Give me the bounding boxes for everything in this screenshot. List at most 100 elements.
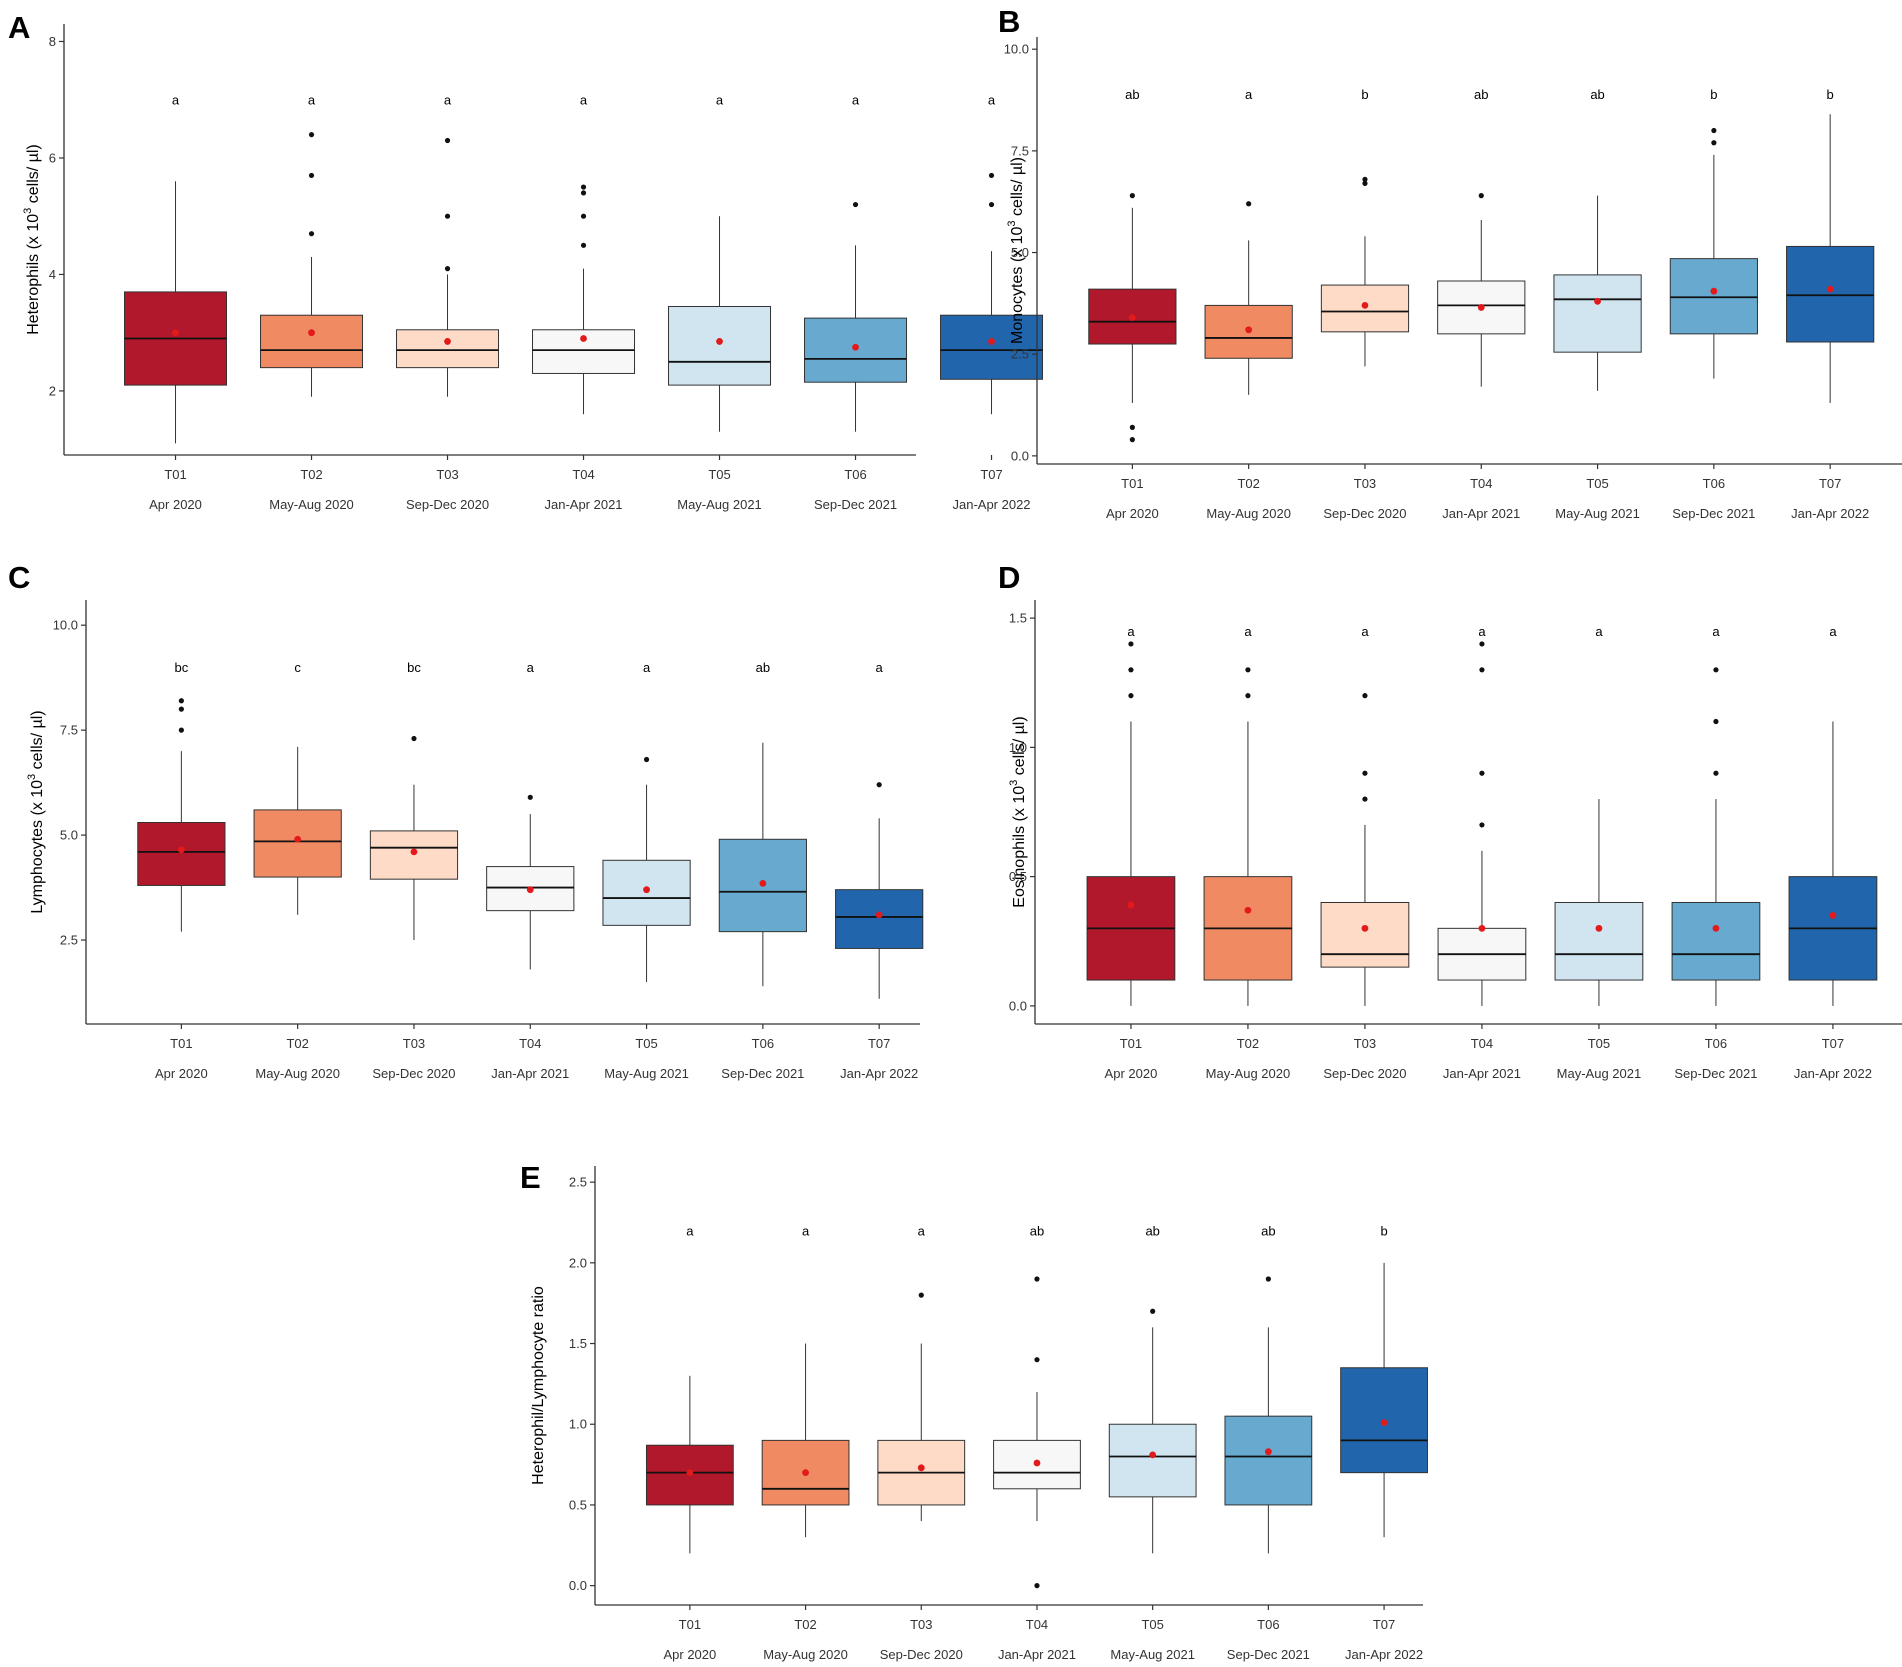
- box-t07: b T07 Jan-Apr 2022: [1340, 1224, 1428, 1662]
- y-tick-label: 10.0: [1004, 42, 1029, 57]
- mean-point: [852, 343, 859, 351]
- y-tick-label: 0.5: [569, 1497, 587, 1512]
- panel-d: D 0.0 0.5 1.0 1.5 Eosinophils (x 103 cells/ µ…: [998, 560, 1902, 1081]
- box-t01: a T01 Apr 2020: [124, 93, 228, 512]
- mean-point: [643, 886, 650, 894]
- outlier-point: [876, 782, 882, 788]
- significance-letter: a: [686, 1224, 694, 1239]
- x-tick-label: T02: [300, 467, 322, 482]
- y-tick-label: 2.5: [1011, 347, 1029, 362]
- iqr-box: [1320, 901, 1410, 968]
- x-tick-label: T01: [1121, 476, 1143, 491]
- y-tick-label: 10.0: [53, 618, 78, 633]
- x-period-label: May-Aug 2020: [255, 1066, 340, 1081]
- iqr-box: [253, 809, 342, 878]
- significance-letter: b: [1380, 1224, 1387, 1239]
- x-period-label: May-Aug 2021: [677, 497, 762, 512]
- x-period-label: Sep-Dec 2021: [1227, 1647, 1310, 1662]
- box-t06: ab T06 Sep-Dec 2021: [1224, 1224, 1313, 1662]
- mean-point: [1710, 287, 1718, 295]
- box-t03: bc T03 Sep-Dec 2020: [369, 660, 459, 1081]
- outlier-point: [852, 201, 859, 208]
- x-period-label: Jan-Apr 2021: [1442, 506, 1520, 521]
- mean-point: [802, 1469, 809, 1477]
- significance-letter: a: [852, 93, 860, 108]
- box-t07: a T07 Jan-Apr 2022: [940, 93, 1044, 512]
- significance-letter: a: [308, 93, 316, 108]
- significance-letter: ab: [1145, 1224, 1159, 1239]
- outlier-point: [1713, 718, 1719, 725]
- outlier-point: [988, 172, 995, 179]
- x-period-label: May-Aug 2020: [1206, 1066, 1291, 1081]
- outlier-point: [1129, 437, 1135, 443]
- mean-point: [177, 846, 185, 854]
- outlier-point: [411, 735, 417, 742]
- box-t06: b T06 Sep-Dec 2021: [1669, 87, 1758, 521]
- y-axis-title-superscript: 3: [22, 208, 34, 214]
- mean-point: [1477, 304, 1485, 311]
- outlier-point: [988, 201, 995, 208]
- x-period-label: May-Aug 2020: [763, 1647, 848, 1662]
- box-t01: ab T01 Apr 2020: [1088, 87, 1177, 521]
- x-tick-label: T07: [868, 1036, 890, 1051]
- significance-letter: bc: [174, 660, 188, 675]
- x-tick-label: T03: [1354, 1036, 1376, 1051]
- outlier-point: [580, 242, 587, 248]
- mean-point: [580, 335, 587, 342]
- significance-letter: ab: [1030, 1224, 1044, 1239]
- significance-letter: a: [1595, 624, 1603, 639]
- box-t02: a T02 May-Aug 2020: [1204, 87, 1293, 521]
- significance-letter: a: [1829, 624, 1837, 639]
- y-tick-label: 2: [49, 383, 56, 398]
- mean-point: [716, 338, 723, 345]
- x-period-label: Sep-Dec 2020: [1323, 506, 1406, 521]
- significance-letter: b: [1827, 87, 1834, 102]
- x-period-label: Jan-Apr 2022: [840, 1066, 918, 1081]
- box-t05: a T05 May-Aug 2021: [668, 93, 772, 512]
- significance-letter: ab: [1125, 87, 1139, 102]
- y-tick-label: 2.0: [569, 1255, 587, 1270]
- x-period-label: Jan-Apr 2021: [491, 1066, 569, 1081]
- x-tick-label: T06: [1703, 476, 1725, 491]
- y-axis-title: Monocytes (x 103 cells/ µl): [1006, 157, 1026, 344]
- x-tick-label: T02: [794, 1617, 816, 1632]
- y-tick-label: 0.0: [569, 1578, 587, 1593]
- outlier-point: [308, 172, 315, 179]
- x-tick-label: T01: [170, 1036, 192, 1051]
- y-axis-title-units: cells/ µl): [25, 144, 42, 207]
- significance-letter: ab: [1474, 87, 1488, 102]
- outlier-point: [1362, 176, 1368, 182]
- mean-point: [1128, 314, 1136, 321]
- iqr-box: [1554, 901, 1644, 981]
- outlier-point: [308, 132, 315, 138]
- panel-label: E: [520, 1160, 541, 1195]
- outlier-point: [1034, 1276, 1040, 1282]
- outlier-point: [580, 184, 587, 190]
- iqr-box: [260, 314, 364, 369]
- x-period-label: Apr 2020: [663, 1647, 716, 1662]
- mean-point: [526, 886, 534, 894]
- outlier-point: [308, 231, 315, 237]
- box-t07: a T07 Jan-Apr 2022: [835, 660, 924, 1081]
- box-t05: a T05 May-Aug 2021: [602, 660, 691, 1081]
- outlier-point: [527, 794, 533, 800]
- outlier-point: [1479, 770, 1485, 776]
- outlier-point: [580, 190, 587, 196]
- significance-letter: a: [1361, 624, 1369, 639]
- panel-c: C 2.5 5.0 7.5 10.0 Lymphocytes (x 103 cells/ …: [8, 560, 924, 1081]
- x-period-label: Sep-Dec 2021: [721, 1066, 804, 1081]
- panel-label: A: [8, 10, 30, 45]
- outlier-point: [178, 727, 184, 733]
- outlier-point: [1150, 1308, 1156, 1314]
- panel-label: D: [998, 560, 1020, 595]
- mean-point: [1826, 285, 1834, 293]
- y-tick-label: 2.5: [60, 933, 78, 948]
- y-axis-title-text: Monocytes (x 10: [1009, 227, 1026, 344]
- x-tick-label: T01: [164, 467, 186, 482]
- x-tick-label: T04: [572, 467, 594, 482]
- box-t01: a T01 Apr 2020: [645, 1224, 734, 1662]
- significance-letter: b: [1361, 87, 1368, 102]
- mean-point: [686, 1469, 694, 1477]
- x-period-label: Jan-Apr 2022: [1791, 506, 1869, 521]
